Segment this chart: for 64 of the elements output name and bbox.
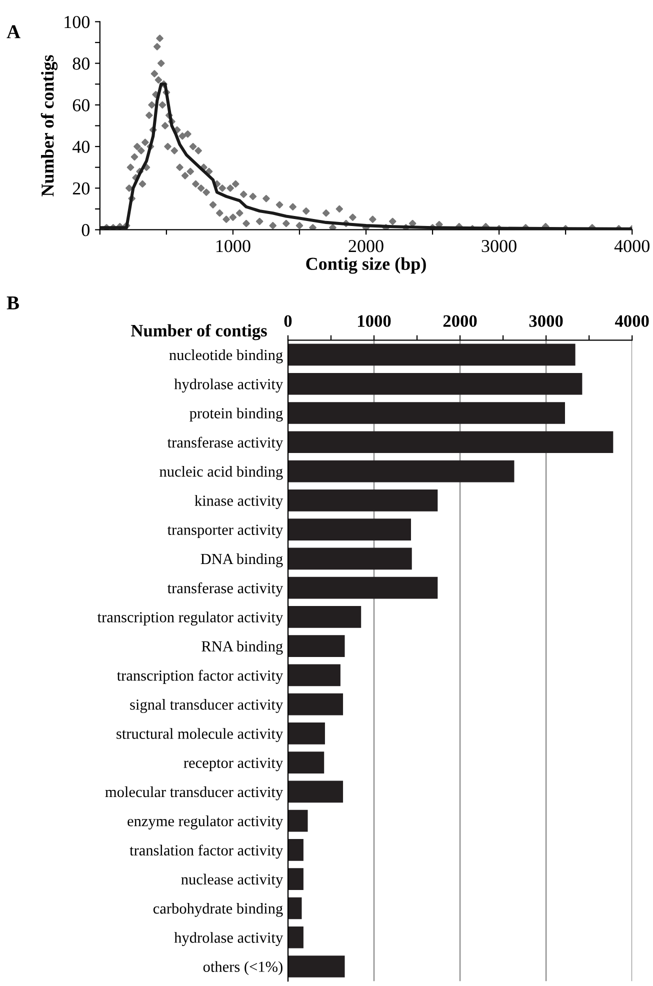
bar	[288, 402, 565, 424]
y-tick-label: protein binding	[190, 408, 283, 422]
y-tick-label: transferase activity	[167, 582, 284, 596]
x-tick-label: 2000	[443, 315, 477, 327]
bar	[288, 752, 324, 774]
x-axis-title: Contig size (bp)	[306, 257, 426, 274]
x-axis-title: Number of contigs	[131, 324, 267, 340]
y-tick-label: DNA binding	[200, 553, 283, 568]
text: A	[6, 25, 20, 38]
text: B	[6, 296, 19, 310]
y-tick-label: others (<1%)	[203, 961, 282, 976]
bar	[288, 635, 345, 657]
bar	[288, 780, 344, 803]
y-tick-label: kinase activity	[194, 495, 284, 509]
y-tick-label: transcription regulator activity	[97, 612, 284, 626]
y-tick-label: transporter activity	[167, 524, 284, 538]
y-tick-label: molecular transducer activity	[105, 786, 284, 800]
y-tick-label: 100	[64, 16, 90, 28]
y-tick-label: 20	[72, 182, 90, 195]
bar	[288, 868, 304, 890]
bar	[288, 926, 304, 948]
y-tick-label: transcription factor activity	[116, 670, 284, 684]
y-tick-label: receptor activity	[184, 758, 284, 772]
y-tick-label: transferase activity	[167, 436, 284, 451]
y-tick-label: translation factor activity	[130, 844, 284, 859]
bar	[288, 722, 325, 744]
bar	[288, 897, 302, 920]
y-tick-label: RNA binding	[202, 640, 283, 655]
x-tick-label: 4000	[614, 240, 650, 252]
bar	[288, 548, 412, 570]
y-tick-label: carbohydrate binding	[153, 902, 283, 917]
y-tick-label: signal transducer activity	[130, 699, 284, 713]
y-tick-label: enzyme regulator activity	[128, 816, 284, 830]
bar	[288, 372, 582, 395]
y-tick-label: 60	[72, 99, 90, 112]
y-tick-label: 80	[72, 58, 90, 70]
y-tick-label: nucleic acid binding	[160, 466, 283, 480]
bar	[288, 839, 304, 861]
bar	[288, 489, 438, 512]
x-tick-label: 4000	[614, 315, 649, 327]
bar	[288, 460, 514, 482]
bar	[288, 956, 345, 978]
y-tick-label: 40	[72, 140, 90, 153]
y-tick-label: nucleotide binding	[169, 349, 283, 364]
bar	[288, 576, 438, 599]
x-tick-label: 0	[284, 315, 292, 327]
bar	[288, 664, 340, 686]
bar	[288, 431, 614, 454]
bar	[288, 518, 411, 540]
bar	[288, 344, 576, 366]
bar	[288, 810, 308, 832]
x-tick-label: 2000	[348, 240, 384, 252]
y-axis-title: Number of contigs	[40, 55, 58, 196]
x-tick-label: 3000	[482, 240, 516, 252]
y-tick-label: hydrolase activity	[174, 378, 284, 392]
y-tick-label: structural molecule activity	[116, 728, 284, 742]
y-tick-label: nuclease activity	[181, 874, 284, 888]
x-tick-label: 1000	[358, 315, 391, 327]
y-tick-label: hydrolase activity	[174, 932, 284, 946]
y-tick-label: 0	[82, 224, 90, 236]
x-tick-label: 1000	[216, 240, 250, 252]
bar	[288, 606, 362, 628]
bar	[288, 693, 344, 716]
x-tick-label: 3000	[529, 315, 563, 327]
